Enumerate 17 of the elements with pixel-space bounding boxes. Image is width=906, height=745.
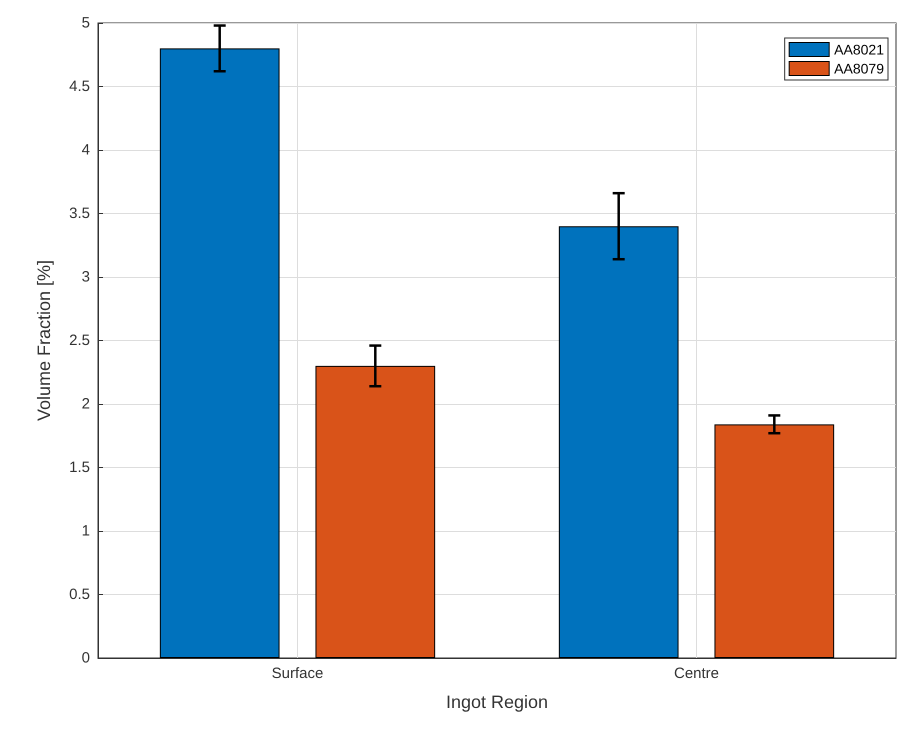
y-tick-label: 2.5 bbox=[69, 332, 90, 349]
x-tick-label: Centre bbox=[674, 665, 720, 682]
y-tick-label: 0.5 bbox=[69, 586, 90, 603]
y-tick-label: 4 bbox=[82, 142, 90, 158]
y-tick-label: 0 bbox=[82, 650, 90, 666]
y-axis-title: Volume Fraction [%] bbox=[34, 260, 54, 422]
y-tick-label: 3 bbox=[82, 268, 90, 286]
y-tick-label: 3.5 bbox=[69, 205, 90, 222]
y-tick-label: 1.5 bbox=[69, 459, 90, 476]
x-tick-label: Surface bbox=[272, 665, 324, 682]
y-tick-label: 4.5 bbox=[69, 78, 90, 95]
y-tick-label: 5 bbox=[82, 14, 90, 32]
legend-label: AA8079 bbox=[834, 60, 884, 76]
y-tick-label: 1 bbox=[82, 522, 90, 540]
y-tick-label: 2 bbox=[82, 396, 90, 412]
legend-label: AA8021 bbox=[834, 42, 884, 58]
x-axis-title: Ingot Region bbox=[446, 692, 548, 712]
